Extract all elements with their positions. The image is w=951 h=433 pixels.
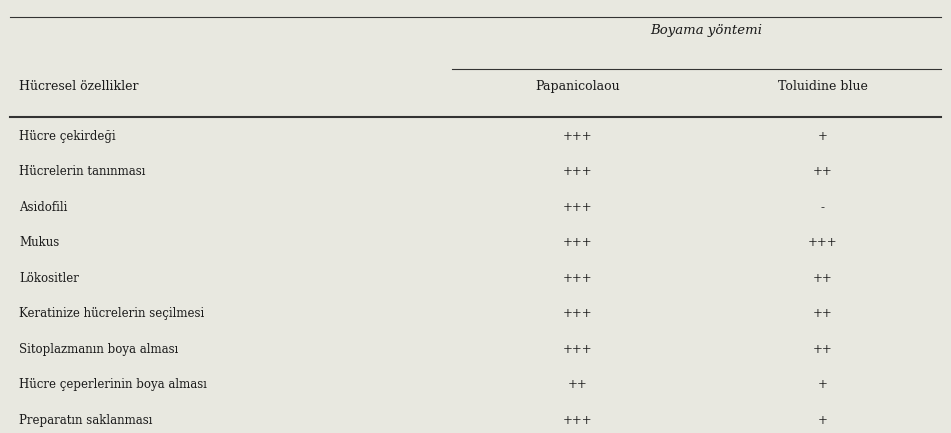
Text: +++: +++: [563, 414, 592, 427]
Text: +: +: [818, 414, 827, 427]
Text: +: +: [818, 378, 827, 391]
Text: ++: ++: [813, 165, 832, 178]
Text: +: +: [818, 130, 827, 143]
Text: Hücrelerin tanınması: Hücrelerin tanınması: [19, 165, 146, 178]
Text: Hücresel özellikler: Hücresel özellikler: [19, 80, 139, 93]
Text: Asidofili: Asidofili: [19, 201, 68, 214]
Text: +++: +++: [563, 236, 592, 249]
Text: Hücre çeperlerinin boya alması: Hücre çeperlerinin boya alması: [19, 378, 207, 391]
Text: ++: ++: [813, 307, 832, 320]
Text: Preparatın saklanması: Preparatın saklanması: [19, 414, 152, 427]
Text: Toluidine blue: Toluidine blue: [778, 80, 867, 93]
Text: ++: ++: [813, 272, 832, 285]
Text: +++: +++: [807, 236, 838, 249]
Text: -: -: [821, 201, 825, 214]
Text: +++: +++: [563, 343, 592, 356]
Text: Sitoplazmanın boya alması: Sitoplazmanın boya alması: [19, 343, 178, 356]
Text: +++: +++: [563, 130, 592, 143]
Text: Hücre çekirdeği: Hücre çekirdeği: [19, 130, 116, 143]
Text: +++: +++: [563, 272, 592, 285]
Text: +++: +++: [563, 307, 592, 320]
Text: +++: +++: [563, 201, 592, 214]
Text: +++: +++: [563, 165, 592, 178]
Text: ++: ++: [813, 343, 832, 356]
Text: ++: ++: [568, 378, 588, 391]
Text: Keratinize hücrelerin seçilmesi: Keratinize hücrelerin seçilmesi: [19, 307, 204, 320]
Text: Boyama yöntemi: Boyama yöntemi: [650, 24, 762, 37]
Text: Mukus: Mukus: [19, 236, 59, 249]
Text: Papanicolaou: Papanicolaou: [535, 80, 620, 93]
Text: Lökositler: Lökositler: [19, 272, 79, 285]
